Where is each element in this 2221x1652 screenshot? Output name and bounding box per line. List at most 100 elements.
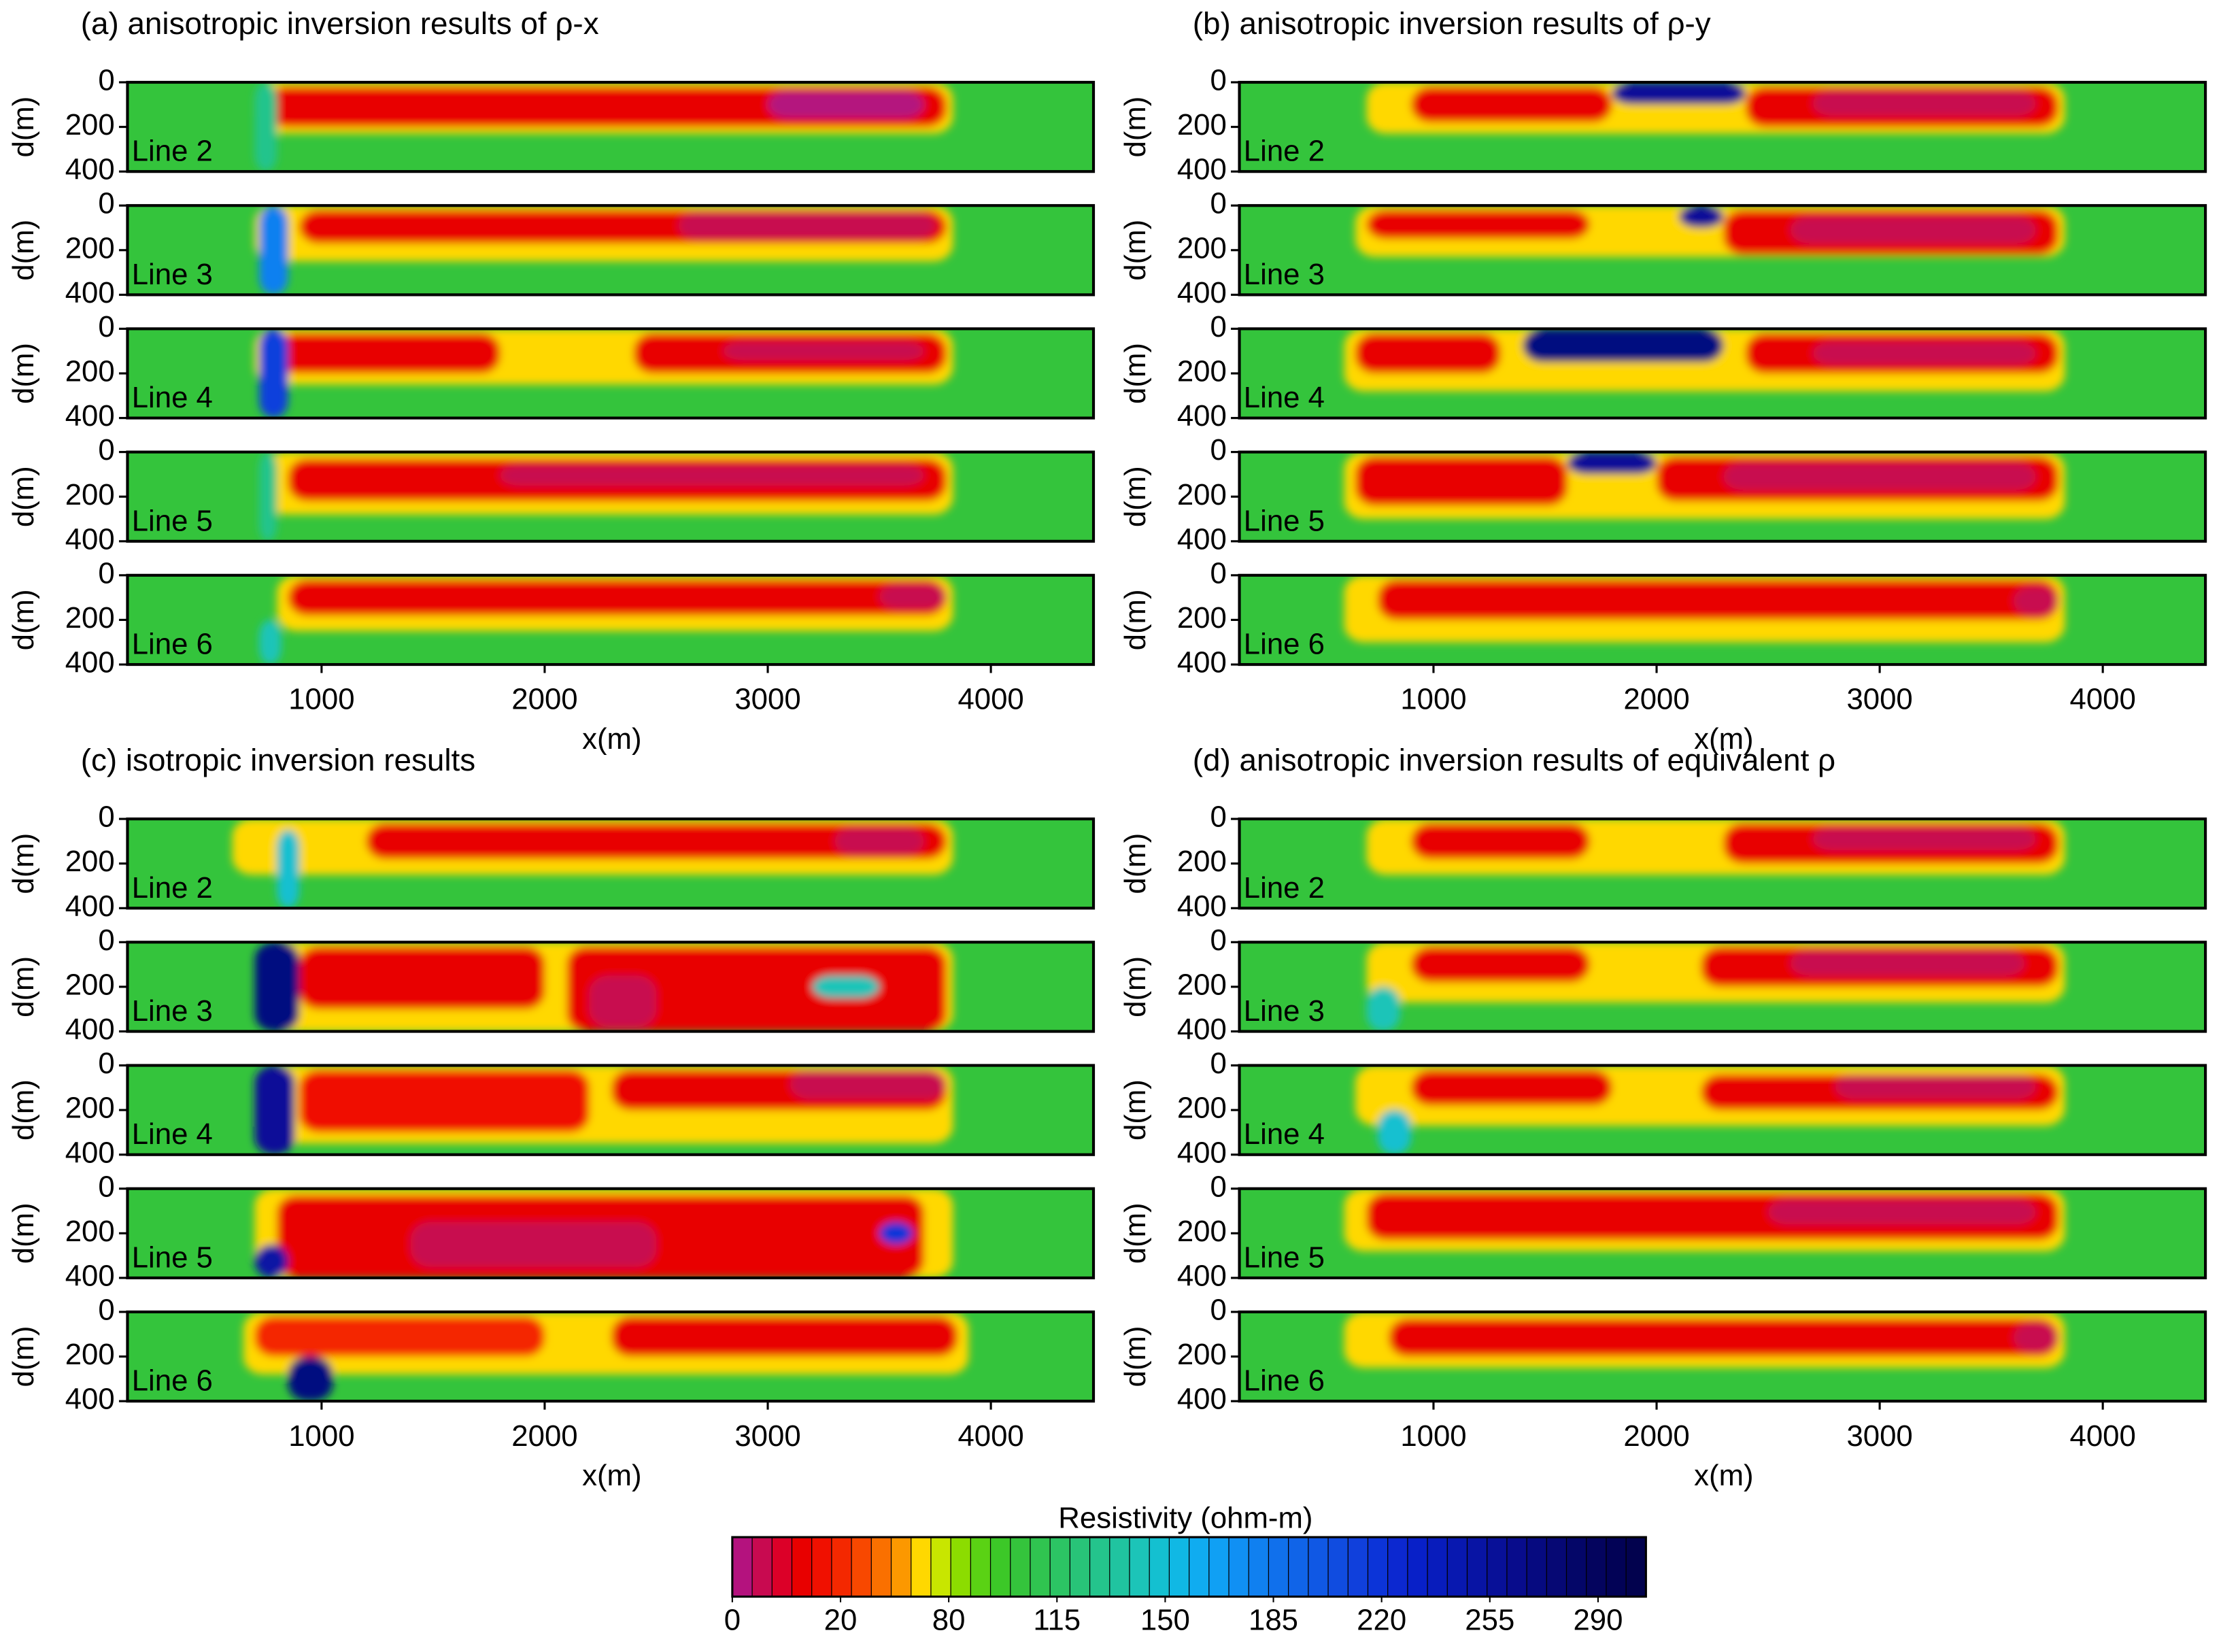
resistivity-zone	[1723, 463, 2036, 490]
colorbar-band	[1308, 1536, 1329, 1598]
resistivity-zone	[1355, 333, 1501, 374]
y-tick-label: 400	[1177, 1013, 1227, 1046]
resistivity-zone	[1678, 205, 1724, 228]
y-tick-label: 200	[1177, 1215, 1227, 1248]
resistivity-zone	[1366, 986, 1400, 1032]
y-tick-label: 400	[65, 153, 115, 186]
zones	[259, 575, 953, 665]
y-tick-label: 200	[1177, 355, 1227, 388]
resistivity-zone	[254, 942, 300, 1032]
colorbar-band	[1010, 1536, 1032, 1598]
y-tick-label: 0	[98, 310, 114, 343]
line-label: Line 5	[1244, 1241, 1325, 1274]
line-label: Line 4	[132, 1117, 213, 1151]
x-tick-label: 2000	[511, 683, 577, 716]
y-tick-label: 0	[98, 64, 114, 97]
y-tick-label: 0	[1210, 556, 1226, 590]
zones	[1355, 205, 2065, 257]
x-tick-label: 2000	[1623, 1419, 1689, 1453]
section	[127, 575, 1094, 665]
y-tick-label: 200	[65, 478, 115, 511]
colorbar-band	[732, 1536, 753, 1598]
resistivity-zone	[288, 1356, 333, 1402]
zones	[254, 82, 953, 172]
x-axis-label: x(m)	[1694, 1459, 1753, 1492]
resistivity-zone	[1812, 91, 2036, 116]
y-tick-label: 200	[1177, 601, 1227, 635]
y-tick-label: 0	[98, 433, 114, 467]
colorbar-frame	[731, 1536, 1647, 1598]
y-tick-label: 200	[1177, 108, 1227, 141]
colorbar-band	[1109, 1536, 1131, 1598]
colorbar-band	[1089, 1536, 1111, 1598]
colorbar-band	[1606, 1536, 1627, 1598]
resistivity-zone	[768, 91, 924, 118]
colorbar-band	[1487, 1536, 1508, 1598]
resistivity-zone	[723, 342, 924, 360]
colorbar-band	[771, 1536, 793, 1598]
y-tick-label: 200	[65, 108, 115, 141]
zones	[254, 942, 953, 1032]
y-tick-label: 200	[65, 1092, 115, 1125]
colorbar-band	[1526, 1536, 1548, 1598]
colorbar-band	[1347, 1536, 1369, 1598]
colorbar-band	[831, 1536, 853, 1598]
colorbar-band	[890, 1536, 912, 1598]
y-tick-label: 0	[98, 800, 114, 834]
y-tick-label: 400	[1177, 1136, 1227, 1169]
resistivity-zone	[254, 1316, 545, 1357]
section	[127, 452, 1094, 541]
zones	[1366, 82, 2065, 134]
zones	[254, 1188, 953, 1278]
y-axis-label: d(m)	[1119, 956, 1152, 1017]
colorbar-band	[851, 1536, 872, 1598]
y-axis-label: d(m)	[7, 466, 40, 527]
colorbar-tick-label: 20	[824, 1604, 858, 1637]
y-axis-label: d(m)	[1119, 1202, 1152, 1264]
colorbar-band	[1149, 1536, 1170, 1598]
section	[127, 82, 1094, 172]
colorbar-tick-label: 115	[1033, 1604, 1081, 1637]
colorbar-band	[1208, 1536, 1230, 1598]
line-label: Line 4	[1244, 381, 1325, 414]
zones	[254, 328, 953, 418]
y-tick-label: 400	[65, 1259, 115, 1292]
y-tick-label: 200	[65, 601, 115, 635]
section	[1239, 452, 2206, 541]
y-tick-label: 0	[1210, 800, 1226, 834]
y-tick-label: 400	[1177, 522, 1227, 556]
y-tick-label: 0	[98, 1293, 114, 1326]
colorbar-band	[1327, 1536, 1349, 1598]
x-tick-label: 1000	[288, 1419, 354, 1453]
colorbar-band	[930, 1536, 952, 1598]
y-tick-label: 0	[98, 1170, 114, 1203]
panel-title: (d) anisotropic inversion results of equ…	[1193, 743, 1835, 777]
y-tick-label: 200	[1177, 478, 1227, 511]
resistivity-zone	[1377, 1110, 1412, 1155]
y-tick-label: 400	[65, 276, 115, 309]
zones	[243, 1311, 969, 1402]
y-tick-label: 200	[65, 845, 115, 878]
colorbar-band	[1228, 1536, 1250, 1598]
resistivity-zone	[254, 82, 277, 172]
colorbar-band	[989, 1536, 1011, 1598]
y-axis-label: d(m)	[7, 1202, 40, 1264]
resistivity-zone	[1411, 1070, 1612, 1106]
resistivity-zone	[254, 1065, 295, 1155]
x-tick-label: 4000	[957, 683, 1023, 716]
resistivity-zone	[566, 946, 947, 1032]
colorbar-title: Resistivity (ohm-m)	[1058, 1502, 1312, 1535]
colorbar-band	[1367, 1536, 1389, 1598]
x-axis-label: x(m)	[582, 1459, 641, 1492]
resistivity-zone	[277, 830, 300, 909]
line-label: Line 5	[132, 1241, 213, 1274]
y-tick-label: 400	[1177, 153, 1227, 186]
y-axis-label: d(m)	[7, 97, 40, 158]
colorbar-band	[791, 1536, 813, 1598]
section	[127, 1065, 1094, 1155]
section	[127, 819, 1094, 909]
section	[1239, 942, 2206, 1032]
line-label: Line 6	[132, 1364, 213, 1398]
resistivity-zone	[288, 579, 947, 616]
y-tick-label: 0	[98, 187, 114, 220]
